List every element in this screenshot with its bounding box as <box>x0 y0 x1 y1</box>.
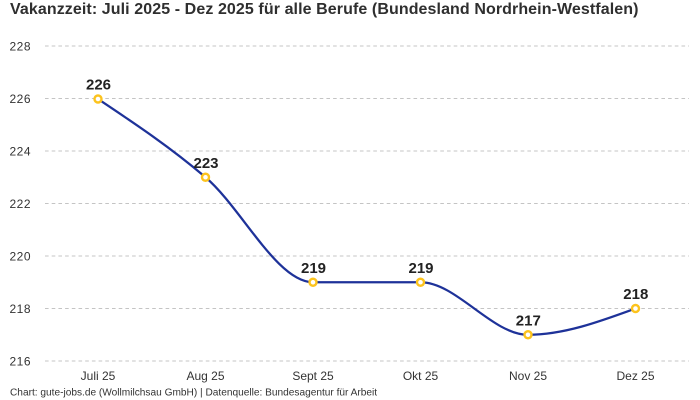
svg-text:220: 220 <box>9 249 31 263</box>
svg-text:217: 217 <box>516 313 541 330</box>
svg-text:Aug 25: Aug 25 <box>186 369 224 383</box>
svg-text:Chart: gute-jobs.de (Wollmilch: Chart: gute-jobs.de (Wollmilchsau GmbH) … <box>10 388 377 399</box>
svg-text:219: 219 <box>301 260 326 277</box>
svg-text:Dez 25: Dez 25 <box>616 369 654 383</box>
svg-text:228: 228 <box>9 39 31 53</box>
svg-text:224: 224 <box>9 144 31 158</box>
svg-text:Okt 25: Okt 25 <box>403 369 439 383</box>
svg-text:226: 226 <box>86 77 111 94</box>
svg-text:Sept 25: Sept 25 <box>292 369 334 383</box>
svg-text:216: 216 <box>9 354 31 368</box>
svg-text:218: 218 <box>623 286 648 303</box>
svg-text:219: 219 <box>408 260 433 277</box>
svg-text:218: 218 <box>9 302 31 316</box>
svg-text:Nov 25: Nov 25 <box>509 369 547 383</box>
svg-text:226: 226 <box>9 92 31 106</box>
svg-text:223: 223 <box>193 155 218 172</box>
svg-text:222: 222 <box>9 197 31 211</box>
svg-text:Vakanzzeit: Juli 2025 - Dez 20: Vakanzzeit: Juli 2025 - Dez 2025 für all… <box>10 1 639 18</box>
svg-text:Juli 25: Juli 25 <box>81 369 116 383</box>
